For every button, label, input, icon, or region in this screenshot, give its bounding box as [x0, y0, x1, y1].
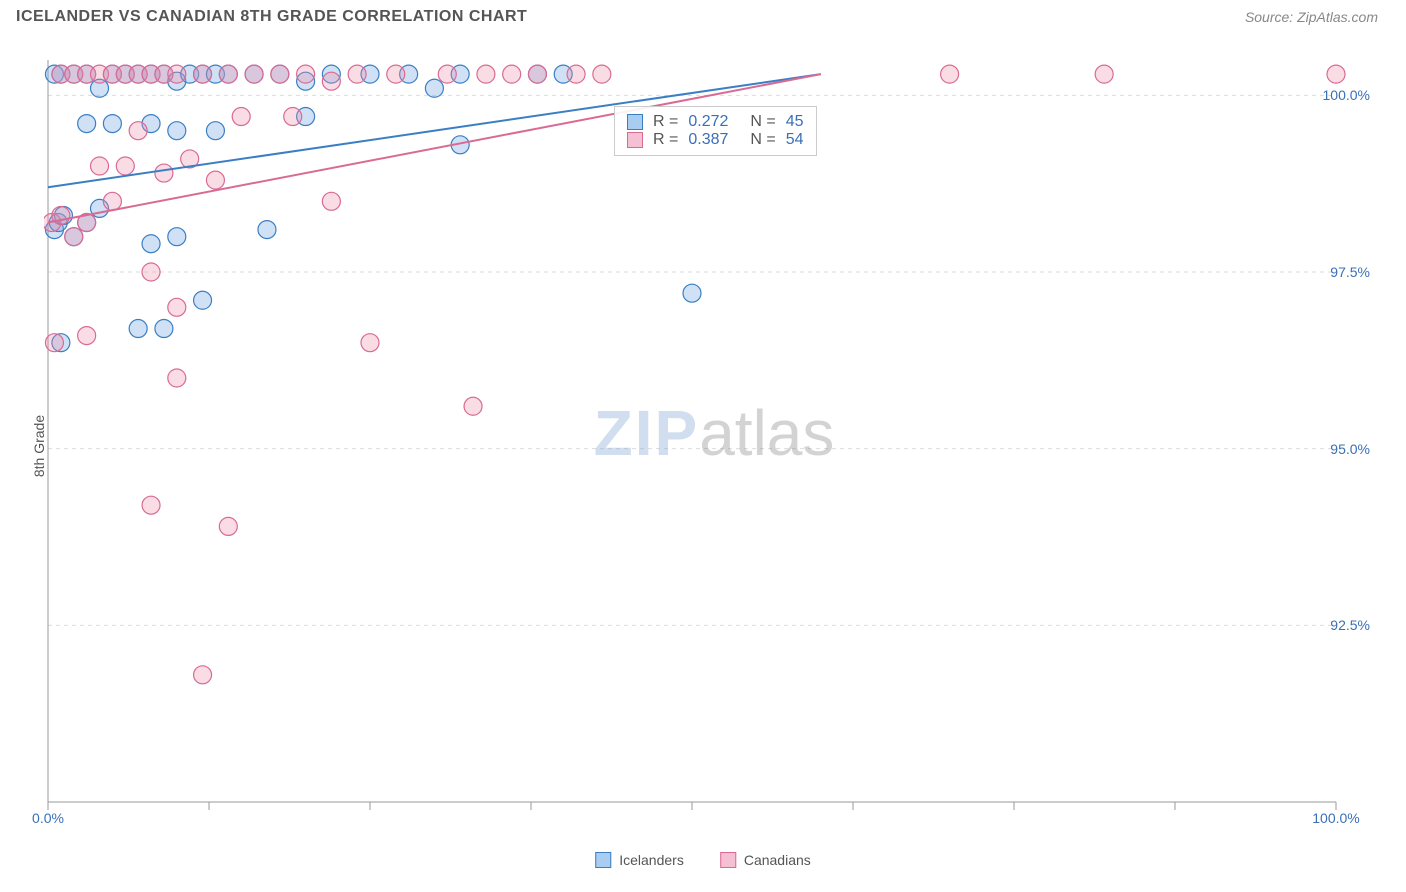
x-tick-label: 100.0%	[1312, 810, 1359, 826]
legend-label: Icelanders	[619, 852, 684, 868]
legend-swatch-icon	[720, 852, 736, 868]
legend-item-canadians: Canadians	[720, 852, 811, 868]
chart-header: ICELANDER VS CANADIAN 8TH GRADE CORRELAT…	[0, 0, 1406, 26]
x-tick-label: 0.0%	[32, 810, 64, 826]
y-tick-label: 97.5%	[1330, 264, 1370, 280]
stats-r-value: 0.387	[688, 131, 728, 149]
stats-r-label: R =	[653, 131, 678, 149]
stats-r-value: 0.272	[688, 113, 728, 131]
legend-item-icelanders: Icelanders	[595, 852, 684, 868]
stats-swatch-icon	[627, 114, 643, 130]
scatter-chart-svg	[44, 48, 1384, 818]
stats-n-label: N =	[750, 113, 775, 131]
chart-source: Source: ZipAtlas.com	[1245, 9, 1378, 25]
stats-r-label: R =	[653, 113, 678, 131]
stats-n-value: 45	[786, 113, 804, 131]
plot-area: ZIPatlas R = 0.272N = 45R = 0.387N = 54 …	[44, 48, 1384, 818]
stats-n-value: 54	[786, 131, 804, 149]
stats-swatch-icon	[627, 132, 643, 148]
stats-n-label: N =	[750, 131, 775, 149]
bottom-legend: Icelanders Canadians	[595, 852, 811, 868]
legend-label: Canadians	[744, 852, 811, 868]
y-tick-label: 92.5%	[1330, 617, 1370, 633]
stats-row: R = 0.387 N = 54	[627, 131, 804, 149]
stats-row: R = 0.272 N = 45	[627, 113, 804, 131]
legend-swatch-icon	[595, 852, 611, 868]
y-tick-label: 100.0%	[1323, 87, 1370, 103]
y-tick-label: 95.0%	[1330, 441, 1370, 457]
correlation-stats-box: R = 0.272 N = 45 R = 0.387 N = 54	[614, 106, 817, 156]
chart-title: ICELANDER VS CANADIAN 8TH GRADE CORRELAT…	[16, 8, 527, 26]
